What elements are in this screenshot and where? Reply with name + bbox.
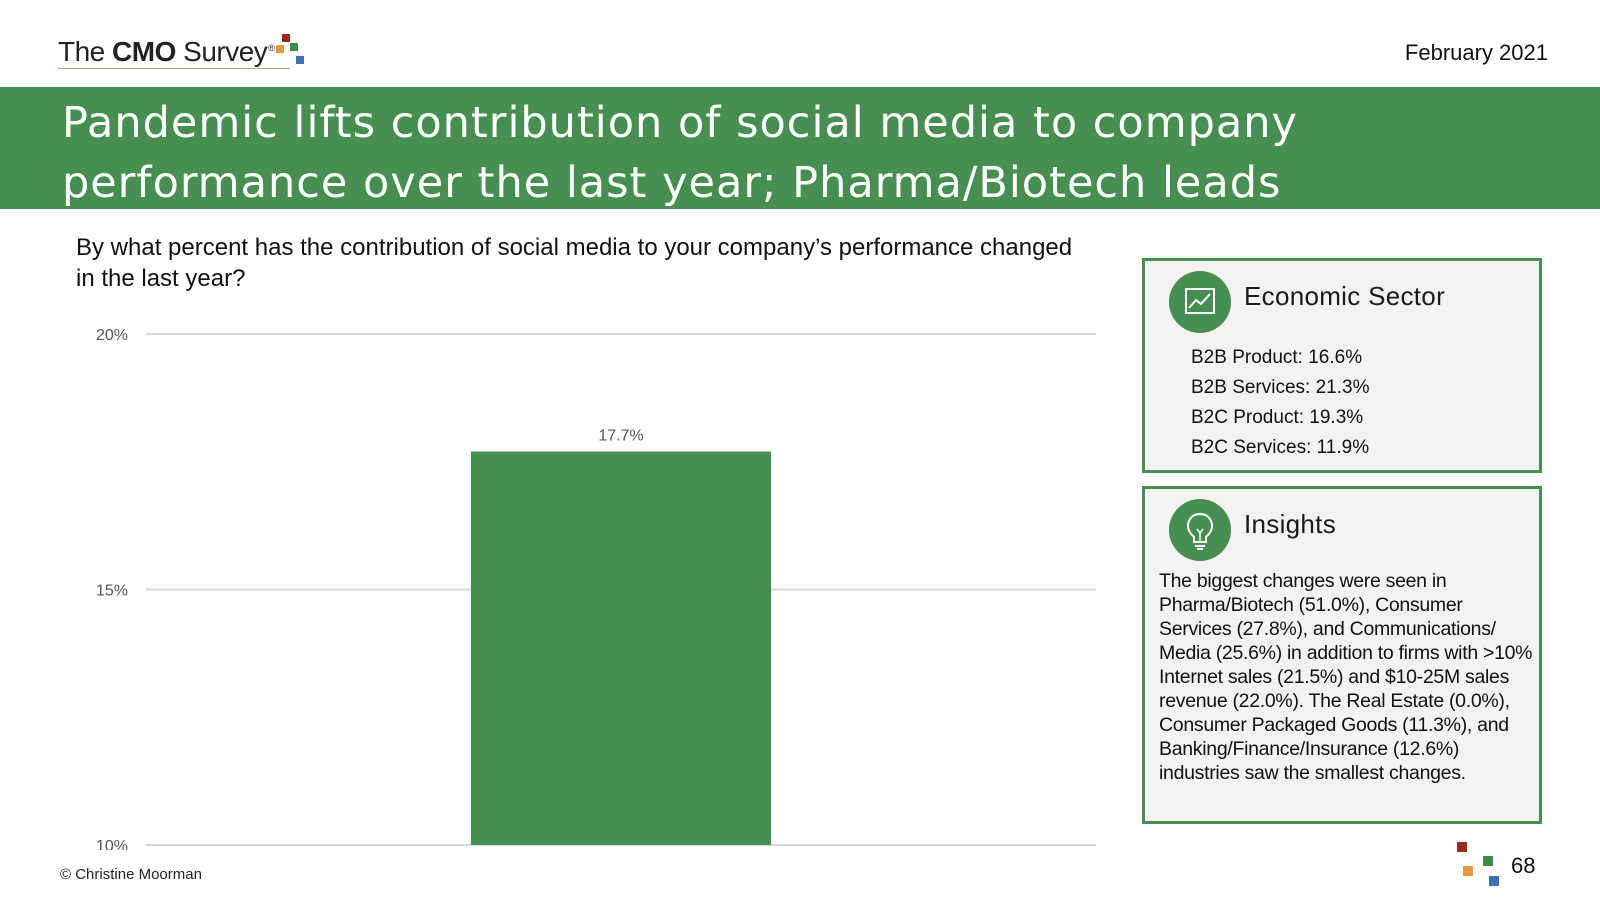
survey-question: By what percent has the contribution of … [76, 234, 1073, 292]
logo-underline [58, 68, 290, 69]
slide-title-line-2: performance over the last year; Pharma/B… [62, 158, 1282, 208]
logo-wordmark: The CMO Survey® [58, 34, 275, 70]
economic-sector-heading: Economic Sector [1244, 281, 1446, 311]
y-tick-label: 20% [96, 327, 128, 344]
page-number: 68 [1511, 853, 1536, 878]
cmo-survey-logo: The CMO Survey® [58, 34, 310, 74]
logo-prefix: The [58, 36, 113, 67]
footer-square-green [1483, 856, 1493, 866]
logo-squares-icon [276, 34, 310, 74]
sector-item: B2B Product: 16.6% [1191, 347, 1363, 368]
lightbulb-icon [1169, 499, 1231, 561]
bar-chart: 10% 15% 20% 17.7% [96, 327, 1096, 850]
slide-title: Pandemic lifts contribution of social me… [62, 93, 1502, 213]
logo-suffix: Survey [175, 36, 268, 67]
data-label: 17.7% [598, 428, 643, 445]
insights-heading: Insights [1244, 509, 1337, 539]
sector-item: B2B Services: 21.3% [1191, 377, 1370, 398]
line-chart-icon [1169, 271, 1231, 333]
logo-registered-mark: ® [268, 42, 275, 53]
logo-square-blue [296, 56, 305, 64]
y-tick-label: 10% [96, 838, 128, 850]
footer-square-red [1457, 842, 1467, 852]
title-banner: Pandemic lifts contribution of social me… [0, 87, 1600, 209]
economic-sector-list: B2B Product: 16.6% B2B Services: 21.3% B… [1191, 343, 1369, 463]
copyright-notice: © Christine Moorman [60, 866, 202, 883]
sector-item: B2C Product: 19.3% [1191, 407, 1364, 428]
insights-panel: Insights The biggest changes were seen i… [1142, 486, 1542, 824]
footer-squares-icon [1453, 842, 1499, 888]
logo-cmo: CMO [112, 36, 176, 67]
bar [470, 451, 772, 845]
logo-square-green [290, 43, 299, 51]
logo-square-orange [276, 45, 285, 53]
slide-title-line-1: Pandemic lifts contribution of social me… [62, 98, 1298, 148]
insights-text: The biggest changes were seen in Pharma/… [1159, 570, 1533, 784]
y-tick-label: 15% [96, 583, 128, 600]
logo-square-red [282, 34, 291, 42]
sector-item: B2C Services: 11.9% [1191, 437, 1370, 458]
economic-sector-panel: Economic Sector B2B Product: 16.6% B2B S… [1142, 258, 1542, 473]
footer-square-orange [1463, 866, 1473, 876]
report-date: February 2021 [1404, 40, 1548, 65]
footer-square-blue [1489, 876, 1499, 886]
